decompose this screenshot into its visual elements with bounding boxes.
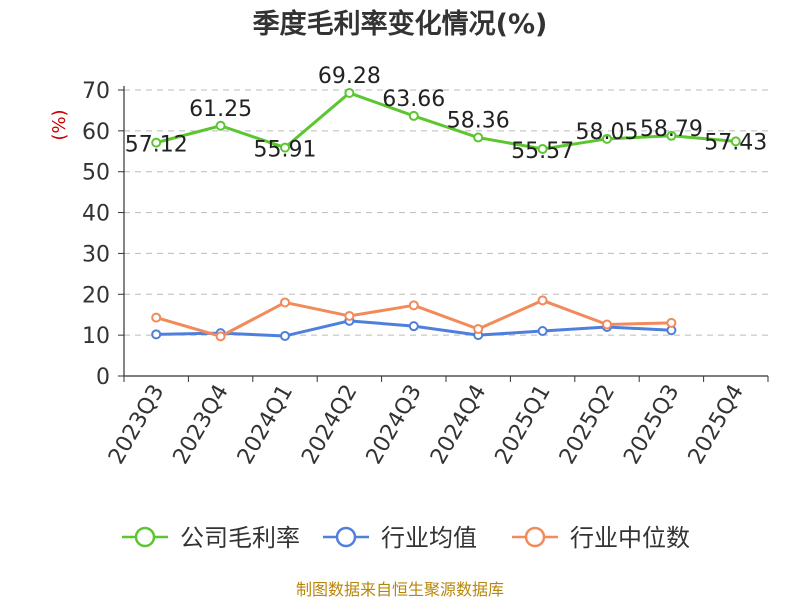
x-tick-label: 2024Q4	[426, 381, 491, 469]
y-tick-label: 30	[82, 242, 110, 267]
data-point-0	[344, 87, 355, 98]
gridlines	[124, 89, 768, 336]
legend-label-1: 行业均值	[381, 524, 477, 552]
data-point-1	[537, 326, 548, 337]
y-axis-unit: (%)	[49, 109, 70, 140]
y-tick-label: 10	[82, 324, 110, 349]
legend-label-2: 行业中位数	[570, 524, 690, 552]
data-point-0	[408, 110, 419, 121]
data-point-0	[537, 143, 548, 154]
y-tick-label: 40	[82, 202, 110, 227]
y-tick-label: 0	[96, 365, 110, 390]
legend-label-0: 公司毛利率	[180, 524, 300, 552]
x-tick-labels: 2023Q3 2023Q4 2024Q1 2024Q2 2024Q3 2024Q4 2025…	[104, 381, 749, 469]
series-group	[151, 87, 741, 342]
legend-marker-2	[524, 526, 546, 548]
data-point-0	[215, 120, 226, 131]
legend-marker-1	[335, 526, 357, 548]
data-point-2	[537, 295, 548, 306]
y-tick-label: 70	[82, 79, 110, 104]
legend-marker-0	[134, 526, 156, 548]
x-tick-label: 2025Q3	[619, 381, 684, 469]
source-note: 制图数据来自恒生聚源数据库	[296, 580, 504, 599]
data-point-2	[280, 297, 290, 308]
x-tick-label: 2023Q3	[104, 381, 169, 469]
data-point-0	[666, 130, 677, 141]
series-line-0	[155, 91, 736, 151]
x-tick-label: 2025Q1	[490, 381, 555, 469]
x-tick-label: 2025Q4	[684, 381, 749, 469]
x-tick-label: 2024Q2	[297, 381, 362, 469]
data-point-0	[473, 132, 484, 143]
x-tick-label: 2024Q1	[233, 381, 298, 469]
data-label: 58.36	[447, 109, 510, 134]
data-label: 57.12	[125, 133, 188, 158]
data-point-2	[151, 312, 162, 323]
data-point-0	[730, 136, 741, 147]
axes	[118, 86, 769, 382]
data-point-2	[344, 310, 355, 321]
data-point-0	[280, 142, 290, 153]
data-point-1	[408, 321, 419, 332]
data-point-2	[602, 319, 612, 330]
x-tick-label: 2024Q3	[362, 381, 427, 469]
data-label: 58.79	[640, 117, 703, 142]
chart-title: 季度毛利率变化情况(%)	[253, 8, 548, 40]
y-tick-label: 20	[82, 283, 110, 308]
data-point-2	[215, 331, 226, 342]
data-point-2	[473, 324, 484, 335]
data-label: 57.43	[704, 130, 767, 155]
data-point-0	[151, 137, 162, 148]
y-tick-label: 50	[82, 161, 110, 186]
y-tick-label: 60	[82, 120, 110, 145]
y-tick-labels: 0 10 20 30 40 50 60 70	[82, 79, 110, 390]
data-point-1	[280, 330, 290, 341]
x-tick-label: 2025Q2	[555, 381, 620, 469]
data-label: 63.66	[382, 87, 445, 112]
data-label: 69.28	[318, 64, 381, 89]
legend: 公司毛利率 行业均值 行业中位数	[122, 524, 690, 552]
data-label: 55.57	[511, 139, 574, 164]
data-label: 58.05	[576, 120, 639, 145]
x-tick-label: 2023Q4	[168, 381, 233, 469]
data-point-0	[602, 133, 612, 144]
data-label: 55.91	[254, 138, 317, 163]
data-point-2	[408, 300, 419, 311]
data-point-2	[666, 317, 677, 328]
data-point-1	[151, 329, 162, 340]
data-label: 61.25	[189, 97, 252, 122]
